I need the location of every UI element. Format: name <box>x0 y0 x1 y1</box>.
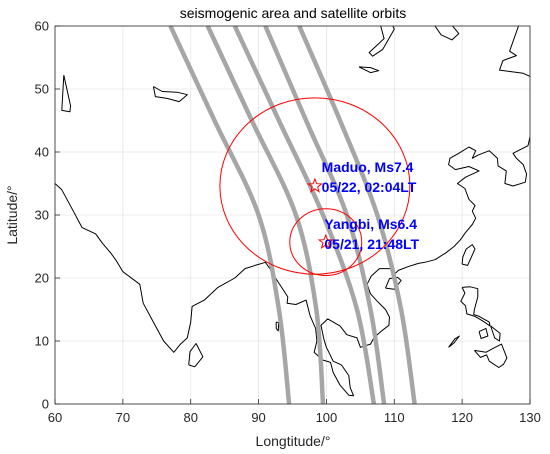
coastline <box>490 325 501 342</box>
event-annotations: Maduo, Ms7.4 05/22, 02:04LT Yangbi, Ms6.4 0… <box>322 159 420 252</box>
y-axis-label: Latitude/° <box>4 185 20 244</box>
coastline <box>478 327 489 339</box>
x-tick-label: 60 <box>48 410 62 425</box>
seismogenic-circle <box>289 208 363 276</box>
coastline <box>385 276 402 290</box>
coastline <box>188 343 204 368</box>
coastline <box>368 26 395 57</box>
coastline <box>55 136 530 397</box>
y-tick-label: 40 <box>35 145 49 160</box>
coastline <box>460 286 491 327</box>
coastline <box>474 343 508 368</box>
y-tick-label: 10 <box>35 334 49 349</box>
coastline <box>152 86 188 103</box>
grid-lines <box>54 25 531 405</box>
axes-box <box>54 25 531 405</box>
event-label-time: 05/21, 21:48LT <box>324 236 419 252</box>
event-label-magnitude: Maduo, Ms7.4 <box>322 159 414 175</box>
y-tick-label: 0 <box>42 397 49 412</box>
coastline <box>448 335 460 348</box>
x-axis-label: Longtitude/° <box>256 433 331 449</box>
y-tick-label: 60 <box>35 19 49 34</box>
orbit-track <box>168 26 292 404</box>
epicenter-star <box>317 233 334 250</box>
x-tick-label: 130 <box>519 410 541 425</box>
coastline <box>61 74 72 113</box>
epicenter-markers <box>306 177 334 250</box>
coastline <box>358 66 380 74</box>
coastline <box>434 26 460 41</box>
event-label-magnitude: Yangbi, Ms6.4 <box>324 216 417 232</box>
coastline <box>499 26 530 77</box>
chart-title: seismogenic area and satellite orbits <box>180 5 406 21</box>
x-tick-label: 80 <box>183 410 197 425</box>
coastline <box>461 244 476 266</box>
y-tick-label: 20 <box>35 271 49 286</box>
y-tick-label: 30 <box>35 208 49 223</box>
x-tick-label: 110 <box>384 410 405 425</box>
x-tick-label: 70 <box>116 410 130 425</box>
y-tick-labels: 0 10 20 30 40 50 60 <box>35 19 49 412</box>
epicenter-star <box>306 177 323 193</box>
x-tick-label: 120 <box>451 410 473 425</box>
x-tick-labels: 60 70 80 90 100 110 120 130 <box>48 410 541 425</box>
orbit-track <box>232 26 377 404</box>
coastline <box>275 321 280 332</box>
x-tick-label: 90 <box>251 410 265 425</box>
x-tick-label: 100 <box>316 410 338 425</box>
y-tick-label: 50 <box>35 82 49 97</box>
event-label-time: 05/22, 02:04LT <box>322 179 417 195</box>
seismogenic-areas <box>219 97 411 276</box>
orbit-track <box>205 26 326 404</box>
orbit-track <box>297 26 417 404</box>
